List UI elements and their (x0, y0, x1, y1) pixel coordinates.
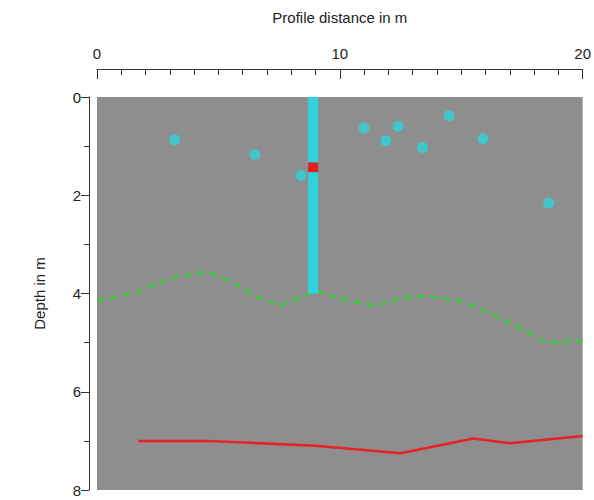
svg-text:0: 0 (93, 45, 101, 62)
svg-text:Depth in m: Depth in m (31, 257, 48, 330)
svg-text:8: 8 (73, 482, 81, 499)
svg-text:20: 20 (574, 45, 591, 62)
svg-text:6: 6 (73, 383, 81, 400)
svg-text:2: 2 (73, 187, 81, 204)
svg-text:10: 10 (331, 45, 348, 62)
svg-text:4: 4 (73, 285, 81, 302)
svg-text:Profile distance in m: Profile distance in m (272, 9, 407, 26)
svg-text:0: 0 (73, 89, 81, 106)
